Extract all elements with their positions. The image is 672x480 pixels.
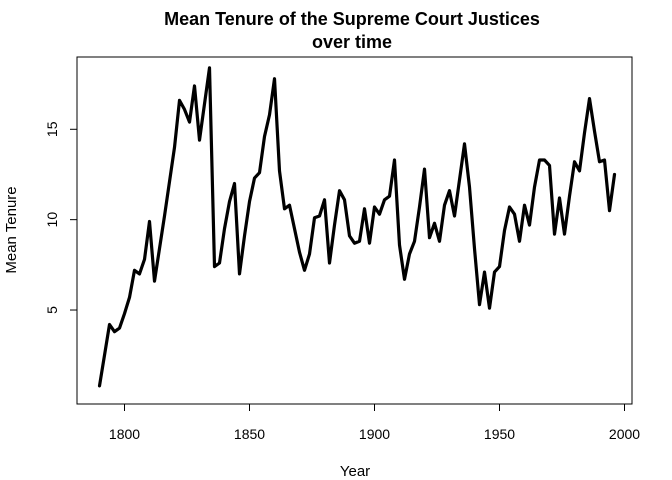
x-tick-label: 1950 bbox=[484, 426, 515, 442]
x-axis: 1800 1850 1900 1950 2000 bbox=[109, 403, 640, 442]
x-tick-label: 1850 bbox=[234, 426, 265, 442]
series-line bbox=[97, 66, 617, 388]
x-tick-label: 1900 bbox=[359, 426, 390, 442]
x-tick-label: 2000 bbox=[609, 426, 640, 442]
y-tick-label: 15 bbox=[44, 121, 60, 137]
chart-subtitle: over time bbox=[312, 32, 392, 52]
chart-title: Mean Tenure of the Supreme Court Justice… bbox=[164, 9, 540, 29]
y-tick-label: 5 bbox=[44, 306, 60, 314]
x-axis-label: Year bbox=[340, 463, 370, 480]
y-tick-label: 10 bbox=[44, 212, 60, 228]
x-tick-label: 1800 bbox=[109, 426, 140, 442]
y-axis: 5 10 15 bbox=[44, 121, 78, 314]
plot-frame bbox=[76, 56, 633, 405]
y-axis-label: Mean Tenure bbox=[3, 186, 20, 273]
